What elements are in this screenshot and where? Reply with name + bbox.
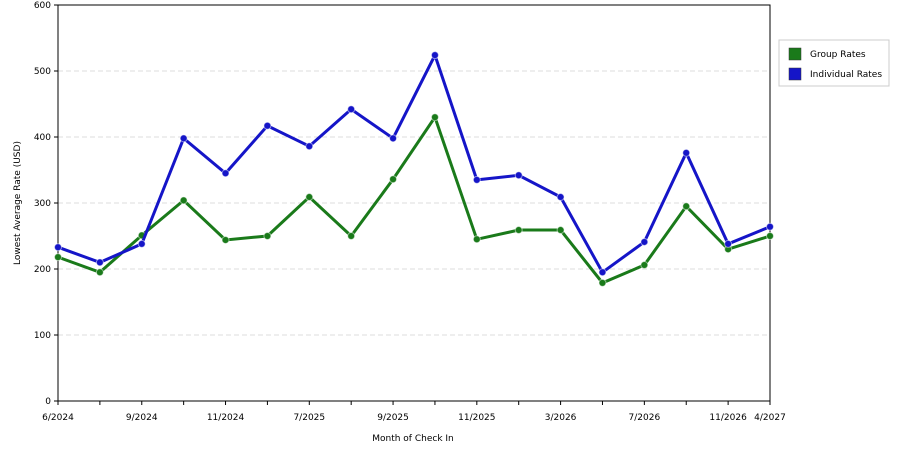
data-point <box>598 268 607 277</box>
y-tick-label: 200 <box>34 265 51 275</box>
legend-label: Individual Rates <box>810 70 882 80</box>
data-point <box>263 121 272 130</box>
y-tick-label: 500 <box>34 67 51 77</box>
x-tick-label: 11/2026 <box>709 413 747 423</box>
data-point <box>430 113 439 122</box>
x-tick-label: 7/2026 <box>629 413 661 423</box>
data-point <box>54 253 62 262</box>
data-point <box>305 193 314 202</box>
x-axis-label: Month of Check In <box>372 434 454 444</box>
data-point <box>137 239 146 248</box>
data-point <box>682 148 691 157</box>
y-tick-label: 300 <box>34 199 51 209</box>
legend-swatch <box>788 67 802 81</box>
series-line <box>57 51 771 275</box>
legend-swatch <box>788 47 802 61</box>
data-point <box>221 235 230 244</box>
data-point <box>640 237 649 246</box>
x-tick-label: 6/2024 <box>42 413 74 423</box>
y-tick-label: 600 <box>34 1 51 11</box>
data-point <box>347 232 356 240</box>
data-point <box>347 105 356 114</box>
data-point <box>556 193 565 202</box>
data-point <box>389 134 398 143</box>
data-point <box>640 261 649 270</box>
x-tick-label: 4/2027 <box>754 413 786 423</box>
data-point <box>472 175 481 184</box>
data-point <box>54 243 62 252</box>
y-tick-label: 400 <box>34 133 51 143</box>
data-point <box>682 202 691 211</box>
data-point <box>514 226 523 235</box>
data-point <box>179 196 188 205</box>
y-tick-label: 0 <box>45 397 51 407</box>
data-point <box>305 142 314 151</box>
y-tick-label: 100 <box>34 331 51 341</box>
data-point <box>430 51 439 60</box>
data-point <box>556 226 565 235</box>
data-point <box>766 222 774 231</box>
x-tick-label: 9/2025 <box>377 413 409 423</box>
data-point <box>179 134 188 143</box>
data-point <box>221 169 230 178</box>
y-axis-label: Lowest Average Rate (USD) <box>13 141 23 265</box>
data-point <box>95 258 104 267</box>
data-point <box>263 232 272 240</box>
data-point <box>514 171 523 180</box>
x-tick-label: 7/2025 <box>293 413 325 423</box>
x-tick-label: 11/2024 <box>207 413 245 423</box>
data-point <box>766 232 774 240</box>
data-point <box>95 268 104 277</box>
data-point <box>389 175 398 184</box>
data-point <box>472 235 481 244</box>
data-point <box>724 239 733 248</box>
legend-label: Group Rates <box>810 50 866 60</box>
x-tick-label: 3/2026 <box>545 413 577 423</box>
x-tick-label: 9/2024 <box>126 413 158 423</box>
plot-frame <box>57 4 771 402</box>
data-point <box>598 278 607 287</box>
series-line <box>57 113 771 285</box>
x-tick-label: 11/2025 <box>458 413 495 423</box>
